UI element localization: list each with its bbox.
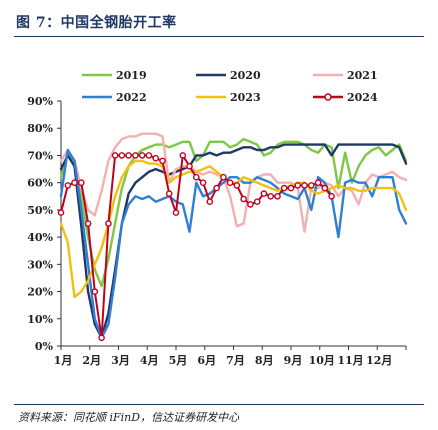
data-point-2024 [274,192,281,200]
data-point-2024 [314,179,322,186]
data-point-2024 [287,184,295,192]
data-point-2024 [132,152,139,159]
legend-marker-2024 [324,93,332,101]
y-tick-label: 10% [27,313,53,326]
series-line-2021 [59,132,408,233]
title-divider [14,36,424,37]
data-point-2024 [105,220,112,227]
data-point-2024 [57,209,65,216]
x-tick-label: 2月 [82,354,101,367]
data-point-2024 [118,152,126,159]
y-tick-label: 70% [27,149,53,162]
data-point-2024 [192,173,200,181]
source-note: 资料来源：同花顺 iFinD，信达证券研发中心 [18,411,240,424]
legend-label-2022: 2022 [116,91,147,104]
legend-label-2021: 2021 [347,69,378,82]
data-point-2024 [111,152,119,159]
y-tick-label: 60% [27,177,53,190]
chart-axes: 0% 10% 20% 30% 40% 50% 60% 70% 80% 90% 1月 2月 3月 4月 5月 6… [27,95,407,367]
line-chart: 2019 2020 2021 2022 2023 2024 0% 10% 20% 30% 40% 5… [27,69,408,367]
data-point-2024 [220,173,227,181]
x-tick-label: 6月 [197,354,216,367]
data-point-2024 [165,190,173,197]
x-tick-label: 12月 [366,354,392,367]
data-point-2024 [226,179,234,186]
y-tick-label: 80% [27,122,53,135]
data-point-2024 [84,220,92,227]
legend-label-2024: 2024 [347,91,378,104]
data-point-2024 [179,152,187,159]
y-tick-label: 40% [27,231,53,244]
data-point-2024 [253,198,261,205]
x-tick-label: 3月 [111,354,130,367]
data-point-2024 [125,152,132,159]
series-line-2023 [59,159,408,299]
data-point-2024 [91,288,99,295]
data-point-2024 [78,179,85,186]
legend-label-2023: 2023 [230,91,261,104]
page-title: 图 7：中国全钢胎开工率 [16,15,177,31]
series-line-2022 [59,148,408,339]
data-point-2024 [152,154,159,162]
data-point-2024 [98,334,105,342]
data-point-2024 [186,162,193,170]
y-tick-label: 50% [27,204,53,217]
data-point-2024 [159,157,166,165]
y-tick-label: 90% [27,95,53,108]
x-tick-label: 1月 [54,354,73,367]
data-point-2024 [307,182,315,189]
data-point-2024 [280,184,288,192]
data-point-2024 [138,152,146,159]
data-point-2024 [321,184,329,192]
legend-label-2020: 2020 [230,69,261,82]
y-tick-label: 20% [27,286,53,299]
source-divider [14,404,424,405]
x-tick-label: 4月 [140,354,159,367]
chart-legend: 2019 2020 2021 2022 2023 2024 [82,69,378,104]
data-point-2024 [145,152,153,159]
x-tick-label: 7月 [226,354,245,367]
data-point-2024 [206,198,214,205]
data-point-2024 [71,179,78,186]
data-point-2024 [240,195,247,203]
data-point-2024 [233,182,241,189]
x-tick-label: 10月 [309,354,335,367]
y-tick-label: 0% [35,340,54,353]
x-tick-label: 5月 [169,354,188,367]
legend-label-2019: 2019 [116,69,147,82]
data-point-2024 [247,201,254,208]
x-tick-label: 11月 [337,354,363,367]
data-point-2024 [260,190,268,197]
data-point-2024 [294,182,302,189]
x-tick-label: 9月 [284,354,303,367]
y-tick-label: 30% [27,258,53,271]
series-line-2019 [59,137,408,288]
data-point-2024 [267,192,275,200]
chart-series [57,132,408,342]
data-point-2024 [172,209,180,216]
x-tick-label: 8月 [255,354,274,367]
data-point-2024 [301,182,308,189]
data-point-2024 [213,184,220,192]
data-point-2024 [328,192,335,200]
data-point-2024 [64,182,72,189]
data-point-2024 [199,179,207,186]
